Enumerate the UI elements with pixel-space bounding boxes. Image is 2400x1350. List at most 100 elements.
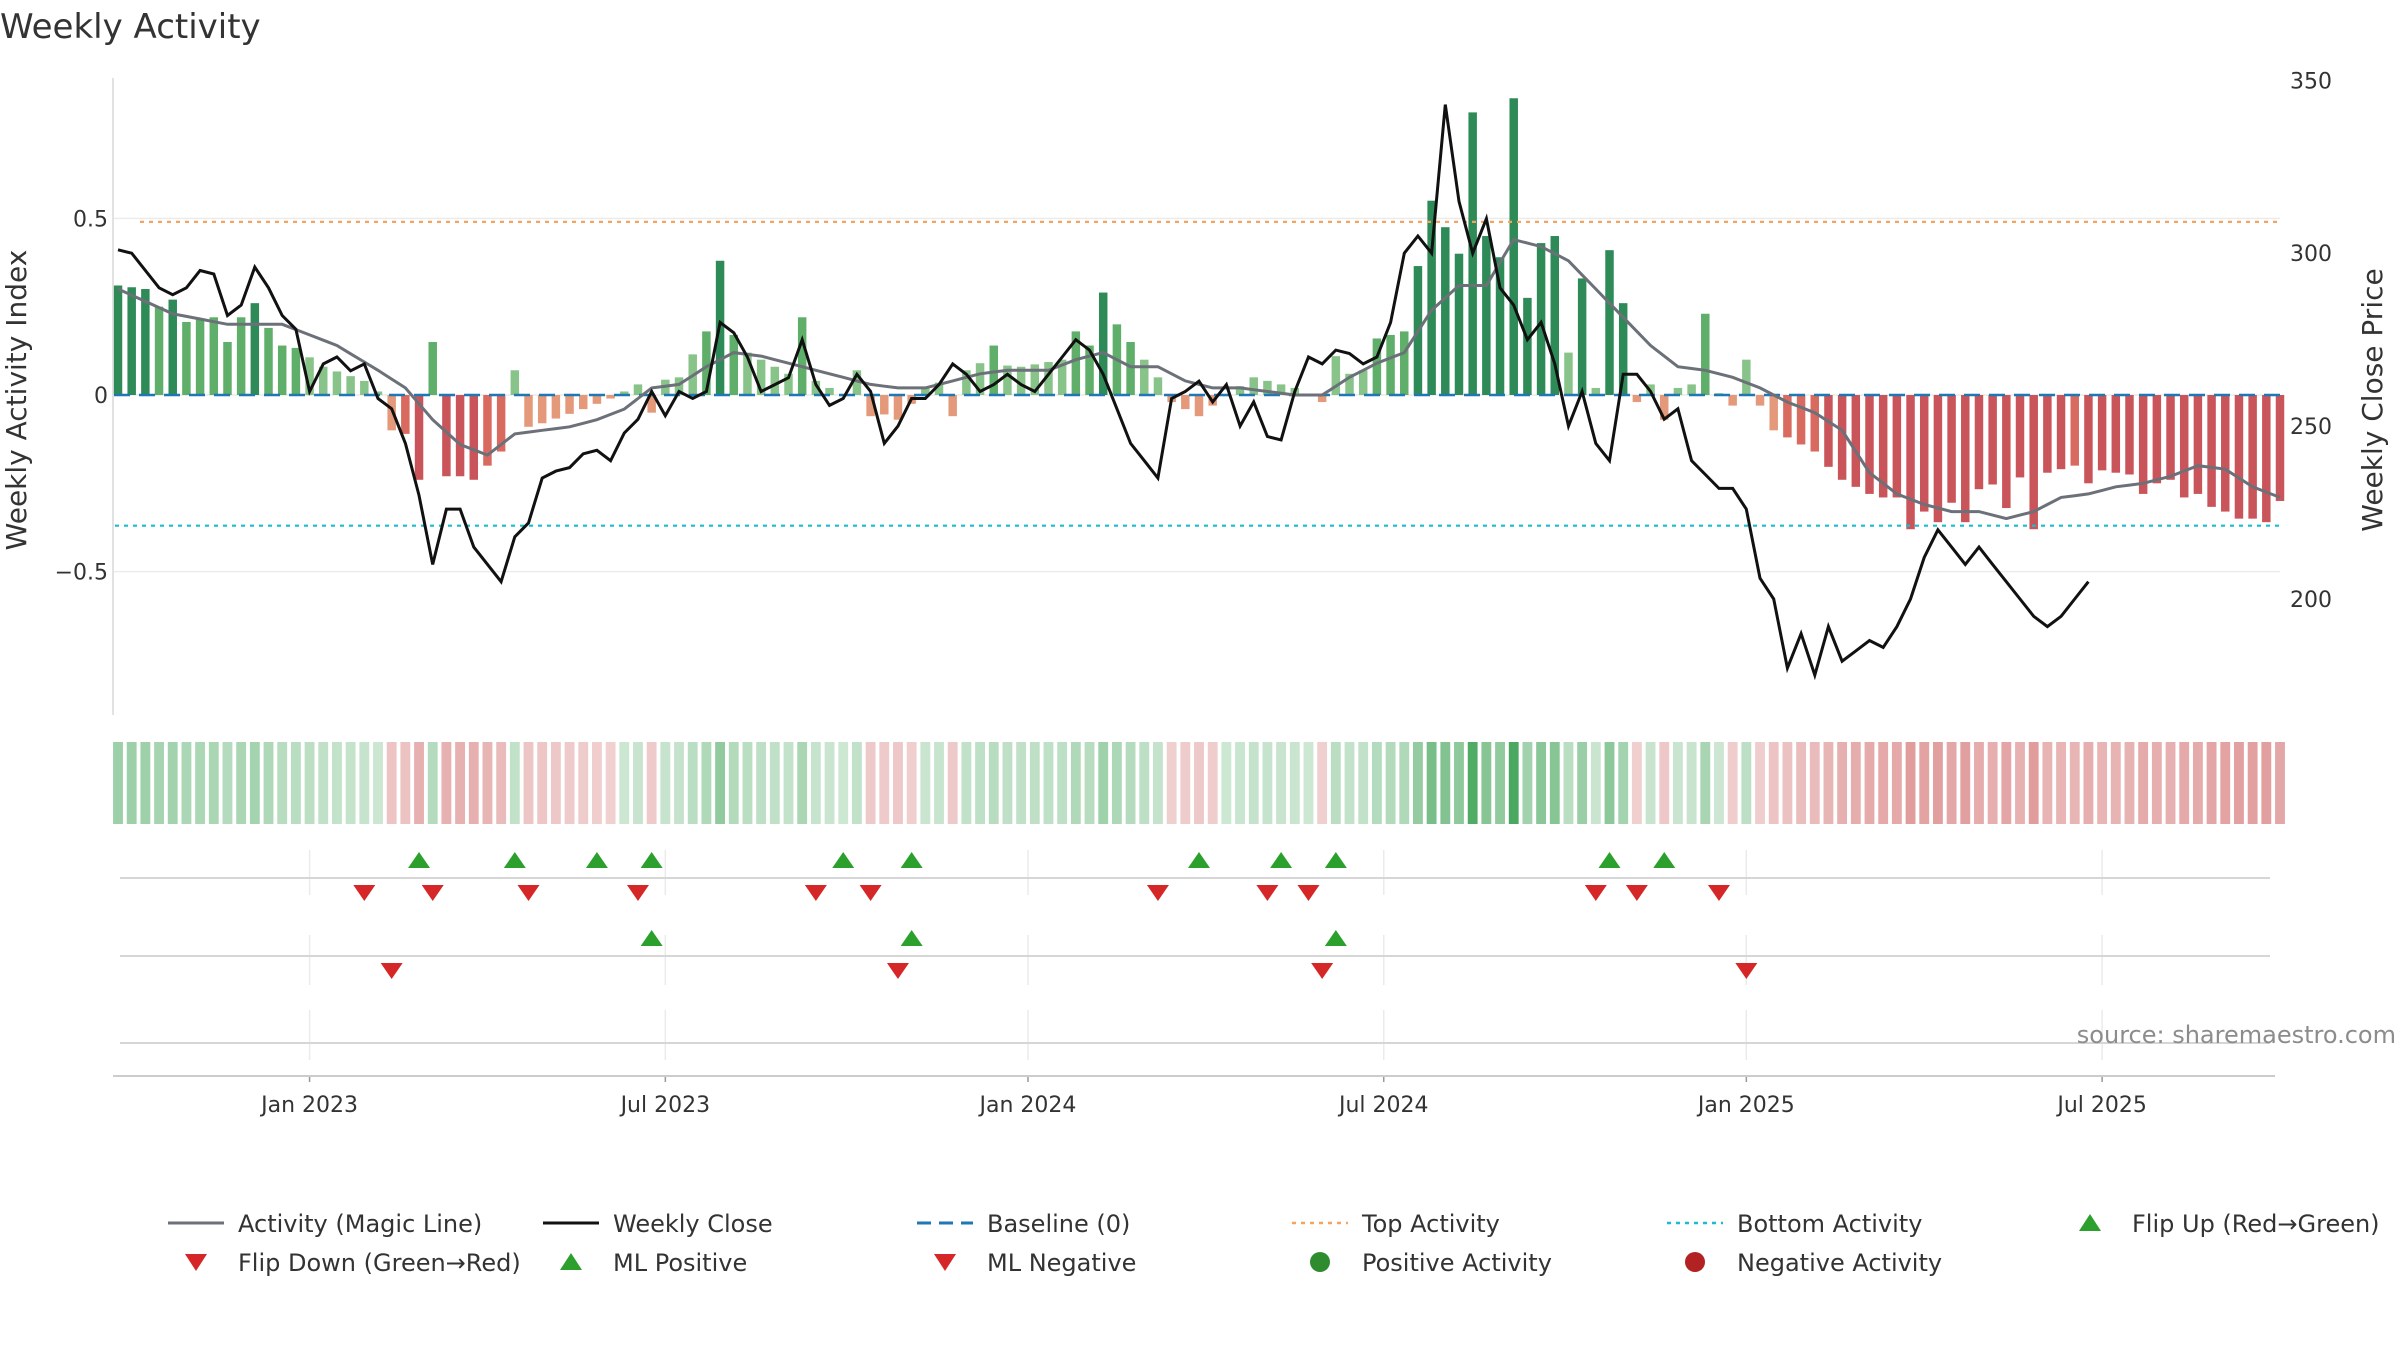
legend-item: Baseline (0) (917, 1210, 1130, 1238)
grid-layer (114, 217, 2280, 1060)
activity-bar (264, 327, 273, 395)
activity-strip-cell (1563, 742, 1574, 824)
activity-strip-cell (2138, 742, 2149, 824)
activity-strip-cell (1672, 742, 1683, 824)
activity-bar (1837, 395, 1847, 480)
activity-bar (332, 371, 342, 395)
activity-strip-cell (783, 742, 794, 824)
activity-strip-cell (496, 742, 507, 824)
activity-strip-cell (605, 742, 616, 824)
flip-down-marker (1625, 885, 1648, 901)
flip-up-marker (503, 852, 526, 868)
ml-positive-marker (640, 930, 663, 946)
activity-bar (1865, 395, 1874, 494)
activity-strip-cell (564, 742, 575, 824)
activity-strip-cell (2001, 742, 2012, 824)
activity-bar (729, 334, 739, 395)
activity-bar (2152, 395, 2162, 484)
activity-strip-cell (181, 742, 192, 824)
activity-strip-cell (427, 742, 438, 824)
activity-bar (496, 395, 506, 452)
activity-strip-cell (2206, 742, 2217, 824)
activity-strip-cell (1864, 742, 1875, 824)
activity-strip-cell (359, 742, 370, 824)
activity-strip-cell (1303, 742, 1314, 824)
flip-up-marker (832, 852, 855, 868)
activity-bar (2002, 395, 2011, 509)
activity-strip-cell (1426, 742, 1437, 824)
activity-strip-cell (619, 742, 630, 824)
activity-strip-cell (222, 742, 233, 824)
y-right-tick-label: 350 (2290, 69, 2332, 94)
activity-bar (1482, 236, 1491, 395)
activity-bar (1988, 395, 1997, 485)
ml-negative-marker (886, 963, 909, 979)
activity-bar (1495, 257, 1505, 395)
activity-strip-cell (865, 742, 876, 824)
activity-bar (1358, 370, 1368, 395)
activity-bar (127, 287, 136, 395)
activity-bar (1235, 386, 1245, 395)
activity-bar (1276, 384, 1286, 395)
activity-bar (113, 285, 123, 395)
activity-bar (743, 352, 752, 395)
activity-bar (962, 370, 971, 395)
activity-bar (2097, 395, 2107, 471)
activity-strip-cell (1782, 742, 1793, 824)
activity-bar (811, 380, 821, 395)
activity-bar (2056, 395, 2066, 470)
activity-bar (674, 377, 684, 395)
activity-strip-cell (140, 742, 151, 824)
activity-strip-cell (660, 742, 671, 824)
activity-bar (620, 391, 629, 395)
activity-strip-cell (1454, 742, 1464, 824)
activity-strip-cell (249, 742, 260, 824)
activity-strip-cell (1262, 742, 1273, 824)
flip-markers (353, 852, 1758, 979)
activity-bar (1892, 395, 1902, 498)
activity-strip-cell (1358, 742, 1369, 824)
activity-bar (975, 363, 985, 395)
y-left-tick-label: 0.5 (73, 207, 108, 232)
activity-strip-cell (769, 742, 780, 824)
activity-bar (1140, 359, 1149, 395)
activity-bar (1386, 334, 1395, 395)
activity-strip-cell (1413, 742, 1423, 824)
activity-bar (1044, 362, 1053, 395)
activity-strip-cell (1932, 742, 1943, 824)
activity-bar (1673, 387, 1683, 395)
activity-bar (223, 342, 232, 395)
activity-strip-cell (523, 742, 534, 824)
y-left-tick-label: −0.5 (55, 561, 108, 586)
y-right-tick-label: 300 (2290, 242, 2332, 267)
activity-bar (1057, 359, 1067, 395)
activity-strip-cell (1768, 742, 1779, 824)
activity-strip-cell (1714, 742, 1724, 824)
activity-strip-cell (468, 742, 479, 824)
activity-bar (2138, 395, 2148, 494)
activity-strip-cell (2097, 742, 2108, 824)
activity-bar (1509, 98, 1518, 396)
activity-strip-cell (1289, 742, 1300, 824)
activity-strip-cell (537, 742, 548, 824)
activity-bar (606, 395, 615, 399)
activity-strip-cell (1235, 742, 1245, 824)
activity-bar (1851, 395, 1861, 487)
activity-strip-cell (1645, 742, 1656, 824)
activity-bar (647, 395, 656, 413)
activity-bar (1878, 395, 1888, 498)
activity-bar (442, 395, 451, 477)
legend-item: Negative Activity (1685, 1249, 1942, 1277)
activity-strip-cell (550, 742, 561, 824)
activity-strip-cell (1604, 742, 1615, 824)
activity-bar (524, 395, 533, 427)
activity-bar (373, 391, 383, 395)
flip-down-marker (421, 885, 444, 901)
legend-label: Activity (Magic Line) (238, 1210, 482, 1238)
activity-strip-cell (797, 742, 808, 824)
activity-strip-cell (1043, 742, 1054, 824)
activity-bar (1769, 395, 1778, 431)
flip-up-marker (1270, 852, 1293, 868)
flip-down-marker (1146, 885, 1169, 901)
flip-up-marker (1188, 852, 1210, 868)
